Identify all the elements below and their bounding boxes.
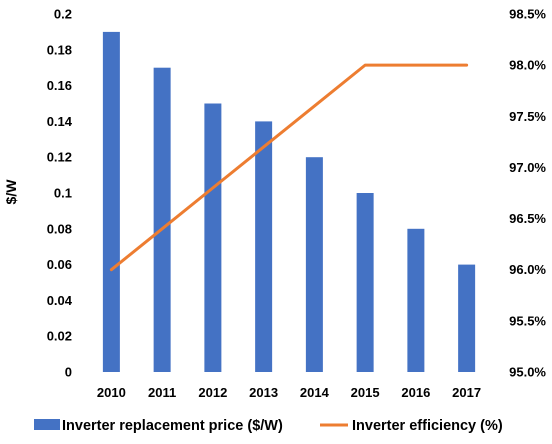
bar-2015 xyxy=(357,193,374,372)
y-tick-label: 0.08 xyxy=(47,221,72,236)
y2-tick-label: 96.0% xyxy=(509,262,546,277)
x-tick-label: 2017 xyxy=(452,385,481,400)
y-tick-label: 0.04 xyxy=(47,293,73,308)
legend: Inverter replacement price ($/W) Inverter… xyxy=(34,418,503,434)
y-tick-label: 0.12 xyxy=(47,150,72,165)
x-tick-label: 2014 xyxy=(300,385,330,400)
bar-2017 xyxy=(458,265,475,372)
y2-tick-label: 97.0% xyxy=(509,160,546,175)
x-tick-label: 2013 xyxy=(249,385,278,400)
bar-2014 xyxy=(306,157,323,372)
y-tick-label: 0 xyxy=(65,365,72,380)
x-tick-label: 2011 xyxy=(148,385,176,400)
y-tick-label: 0.2 xyxy=(54,7,72,22)
y-tick-label: 0.14 xyxy=(47,114,73,129)
y2-tick-label: 95.0% xyxy=(509,365,546,380)
y2-tick-label: 95.5% xyxy=(509,313,546,328)
left-axis-ticks: 0 0.02 0.04 0.06 0.08 0.1 0.12 0.14 0.16 0.18 0.2 xyxy=(47,7,73,380)
bars-layer xyxy=(103,32,475,372)
y-tick-label: 0.06 xyxy=(47,257,72,272)
bar-2013 xyxy=(255,121,272,372)
y-axis-label: $/W xyxy=(3,179,19,205)
y-tick-label: 0.02 xyxy=(47,329,72,344)
y2-tick-label: 98.5% xyxy=(509,7,546,22)
x-tick-label: 2015 xyxy=(351,385,380,400)
legend-bar-label: Inverter replacement price ($/W) xyxy=(62,418,283,434)
y2-tick-label: 96.5% xyxy=(509,211,546,226)
y-tick-label: 0.1 xyxy=(54,186,72,201)
bar-2010 xyxy=(103,32,120,372)
y2-tick-label: 98.0% xyxy=(509,58,546,73)
y-tick-label: 0.16 xyxy=(47,78,72,93)
x-tick-label: 2010 xyxy=(97,385,126,400)
y-tick-label: 0.18 xyxy=(47,42,72,57)
right-axis-ticks: 95.0% 95.5% 96.0% 96.5% 97.0% 97.5% 98.0% 98.5% xyxy=(509,7,546,380)
x-tick-label: 2012 xyxy=(198,385,227,400)
bar-2011 xyxy=(154,68,171,372)
bar-2012 xyxy=(204,104,221,373)
x-tick-label: 2016 xyxy=(401,385,430,400)
bar-2016 xyxy=(407,229,424,372)
x-axis-ticks: 2010 2011 2012 2013 2014 2015 2016 2017 xyxy=(97,385,481,400)
legend-line-label: Inverter efficiency (%) xyxy=(352,418,503,434)
legend-bar-swatch xyxy=(34,419,60,430)
y2-tick-label: 97.5% xyxy=(509,109,546,124)
